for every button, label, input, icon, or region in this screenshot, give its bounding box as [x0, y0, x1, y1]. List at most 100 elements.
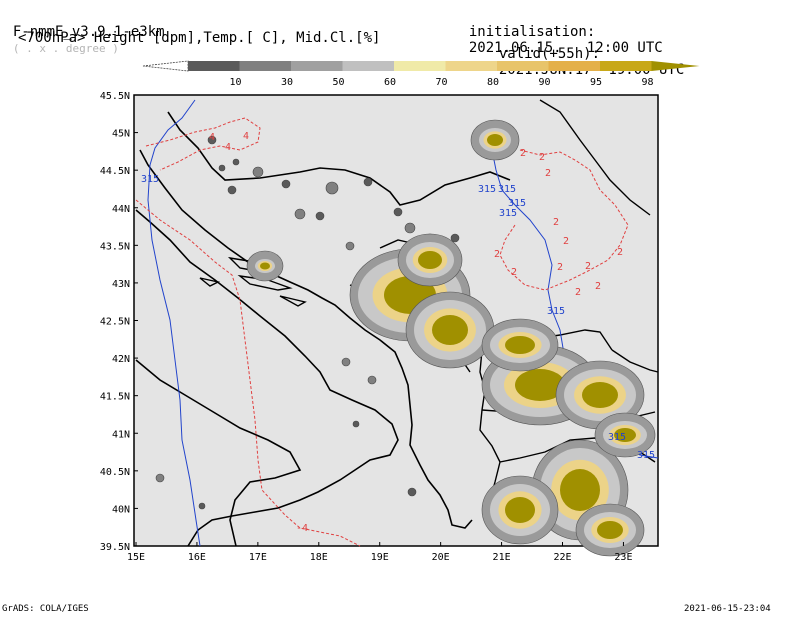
- cloud-core: [515, 369, 565, 401]
- y-tick-label: 39.5N: [100, 542, 130, 553]
- x-tick-label: 19E: [371, 552, 389, 563]
- temperature-contour-label: 2: [545, 168, 551, 179]
- cloud-cell: [450, 233, 460, 243]
- x-tick-label: 21E: [493, 552, 511, 563]
- x-tick-label: 18E: [310, 552, 328, 563]
- cloud-cell: [352, 420, 360, 428]
- height-contour-label: 315: [508, 198, 526, 209]
- color-legend: 10 30 50 60 70 80 90 95 98: [142, 60, 700, 88]
- temperature-contour-label: 4: [209, 132, 215, 143]
- y-tick-label: 40.5N: [100, 467, 130, 478]
- island: [279, 295, 307, 307]
- temperature-contour-label: 2: [539, 152, 545, 163]
- cloud-cell: [207, 135, 217, 145]
- legend-label: 60: [384, 77, 396, 88]
- legend-swatch: [445, 61, 497, 71]
- cloud-cell: [345, 241, 355, 251]
- temperature-contour-label: 2: [595, 281, 601, 292]
- y-tick-label: 40N: [112, 504, 130, 515]
- cloud-cell: [393, 207, 403, 217]
- height-contour-label: 315: [498, 184, 516, 195]
- cloud-cell: [155, 473, 165, 483]
- temperature-contour-label: 2: [585, 261, 591, 272]
- cloud-cell: [218, 164, 226, 172]
- cloud-cell: [363, 177, 373, 187]
- y-tick-label: 45.5N: [100, 91, 130, 102]
- italy-coast: [135, 209, 399, 547]
- y-tick-label: 42N: [112, 354, 130, 365]
- legend-swatch: [291, 61, 343, 71]
- cloud-cell: [315, 211, 325, 221]
- temperature-contour-label: 2: [575, 287, 581, 298]
- x-tick-label: 22E: [553, 552, 571, 563]
- cloud-cell: [232, 158, 240, 166]
- italy-heel: [135, 359, 302, 547]
- legend-low-arrow: [142, 60, 189, 72]
- cloud-core: [487, 134, 503, 146]
- height-contour: [147, 99, 201, 547]
- temperature-contour-label: -4: [296, 523, 308, 534]
- init-value: 2021.06.15. 12:00 UTC: [468, 40, 663, 56]
- cloud-core: [418, 251, 442, 269]
- init-label: initialisation:: [468, 24, 596, 40]
- y-tick-label: 41N: [112, 429, 130, 440]
- height-contour-label: 315: [499, 208, 517, 219]
- temperature-contour: [145, 117, 261, 171]
- coastline: [139, 149, 473, 529]
- cloud-core: [260, 262, 270, 270]
- legend-swatch: [600, 61, 652, 71]
- cloud-core: [597, 521, 623, 539]
- temperature-contour-label: 2: [520, 148, 526, 159]
- y-tick-label: 44N: [112, 204, 130, 215]
- cloud-cell: [407, 487, 417, 497]
- legend-swatch: [394, 61, 446, 71]
- temperature-contour-label: 2: [617, 247, 623, 258]
- cloud-core: [582, 382, 618, 408]
- country-border: [539, 99, 651, 216]
- cloud-cell: [404, 222, 416, 234]
- cloud-cell: [325, 181, 339, 195]
- cloud-cell: [198, 502, 206, 510]
- footer-timestamp: 2021-06-15-23:04: [684, 604, 771, 614]
- cloud-cell: [281, 179, 291, 189]
- grid-resolution: ( . x . degree ): [12, 42, 119, 55]
- legend-label: 98: [641, 77, 653, 88]
- temperature-contour-label: 4: [225, 142, 231, 153]
- legend-swatch: [342, 61, 394, 71]
- legend-swatch: [548, 61, 600, 71]
- temperature-contour-label: 2: [494, 249, 500, 260]
- cloud-cover: [155, 119, 656, 557]
- y-tick-label: 44.5N: [100, 166, 130, 177]
- temperature-contour-label: 2: [511, 267, 517, 278]
- model-title: F-nmmE_v3.9.1-e3km ( . x . degree ): [0, 8, 165, 57]
- cloud-cell: [227, 185, 237, 195]
- cloud-cell: [341, 357, 351, 367]
- legend-label: 30: [281, 77, 293, 88]
- fields-description: <700hPa> Height [dpm],Temp.[ C], Mid.Cl.…: [18, 30, 381, 46]
- cloud-core: [505, 336, 535, 354]
- island: [199, 277, 221, 287]
- init-time: initialisation: 2021.06.15. 12:00 UTC: [452, 8, 663, 56]
- legend-swatch: [239, 61, 291, 71]
- y-tick-label: 43.5N: [100, 241, 130, 252]
- height-contour-label: 315: [637, 450, 655, 461]
- cloud-cell: [367, 375, 377, 385]
- y-tick-label: 43N: [112, 279, 130, 290]
- y-tick-label: 42.5N: [100, 317, 130, 328]
- legend-swatch: [188, 61, 240, 71]
- cloud-cell: [294, 208, 306, 220]
- legend-label: 80: [487, 77, 499, 88]
- legend-high-arrow: [651, 61, 700, 71]
- croatia-inland-border: [167, 111, 511, 206]
- temperature-contour-label: 2: [553, 217, 559, 228]
- legend-label: 90: [538, 77, 550, 88]
- temperature-contour-label: 2: [557, 262, 563, 273]
- temperature-contour: [499, 149, 629, 291]
- valid-label: valid(+55h):: [498, 46, 601, 62]
- cloud-core: [432, 315, 468, 345]
- height-contour-label: 315: [547, 306, 565, 317]
- height-contour-label: 315: [608, 432, 626, 443]
